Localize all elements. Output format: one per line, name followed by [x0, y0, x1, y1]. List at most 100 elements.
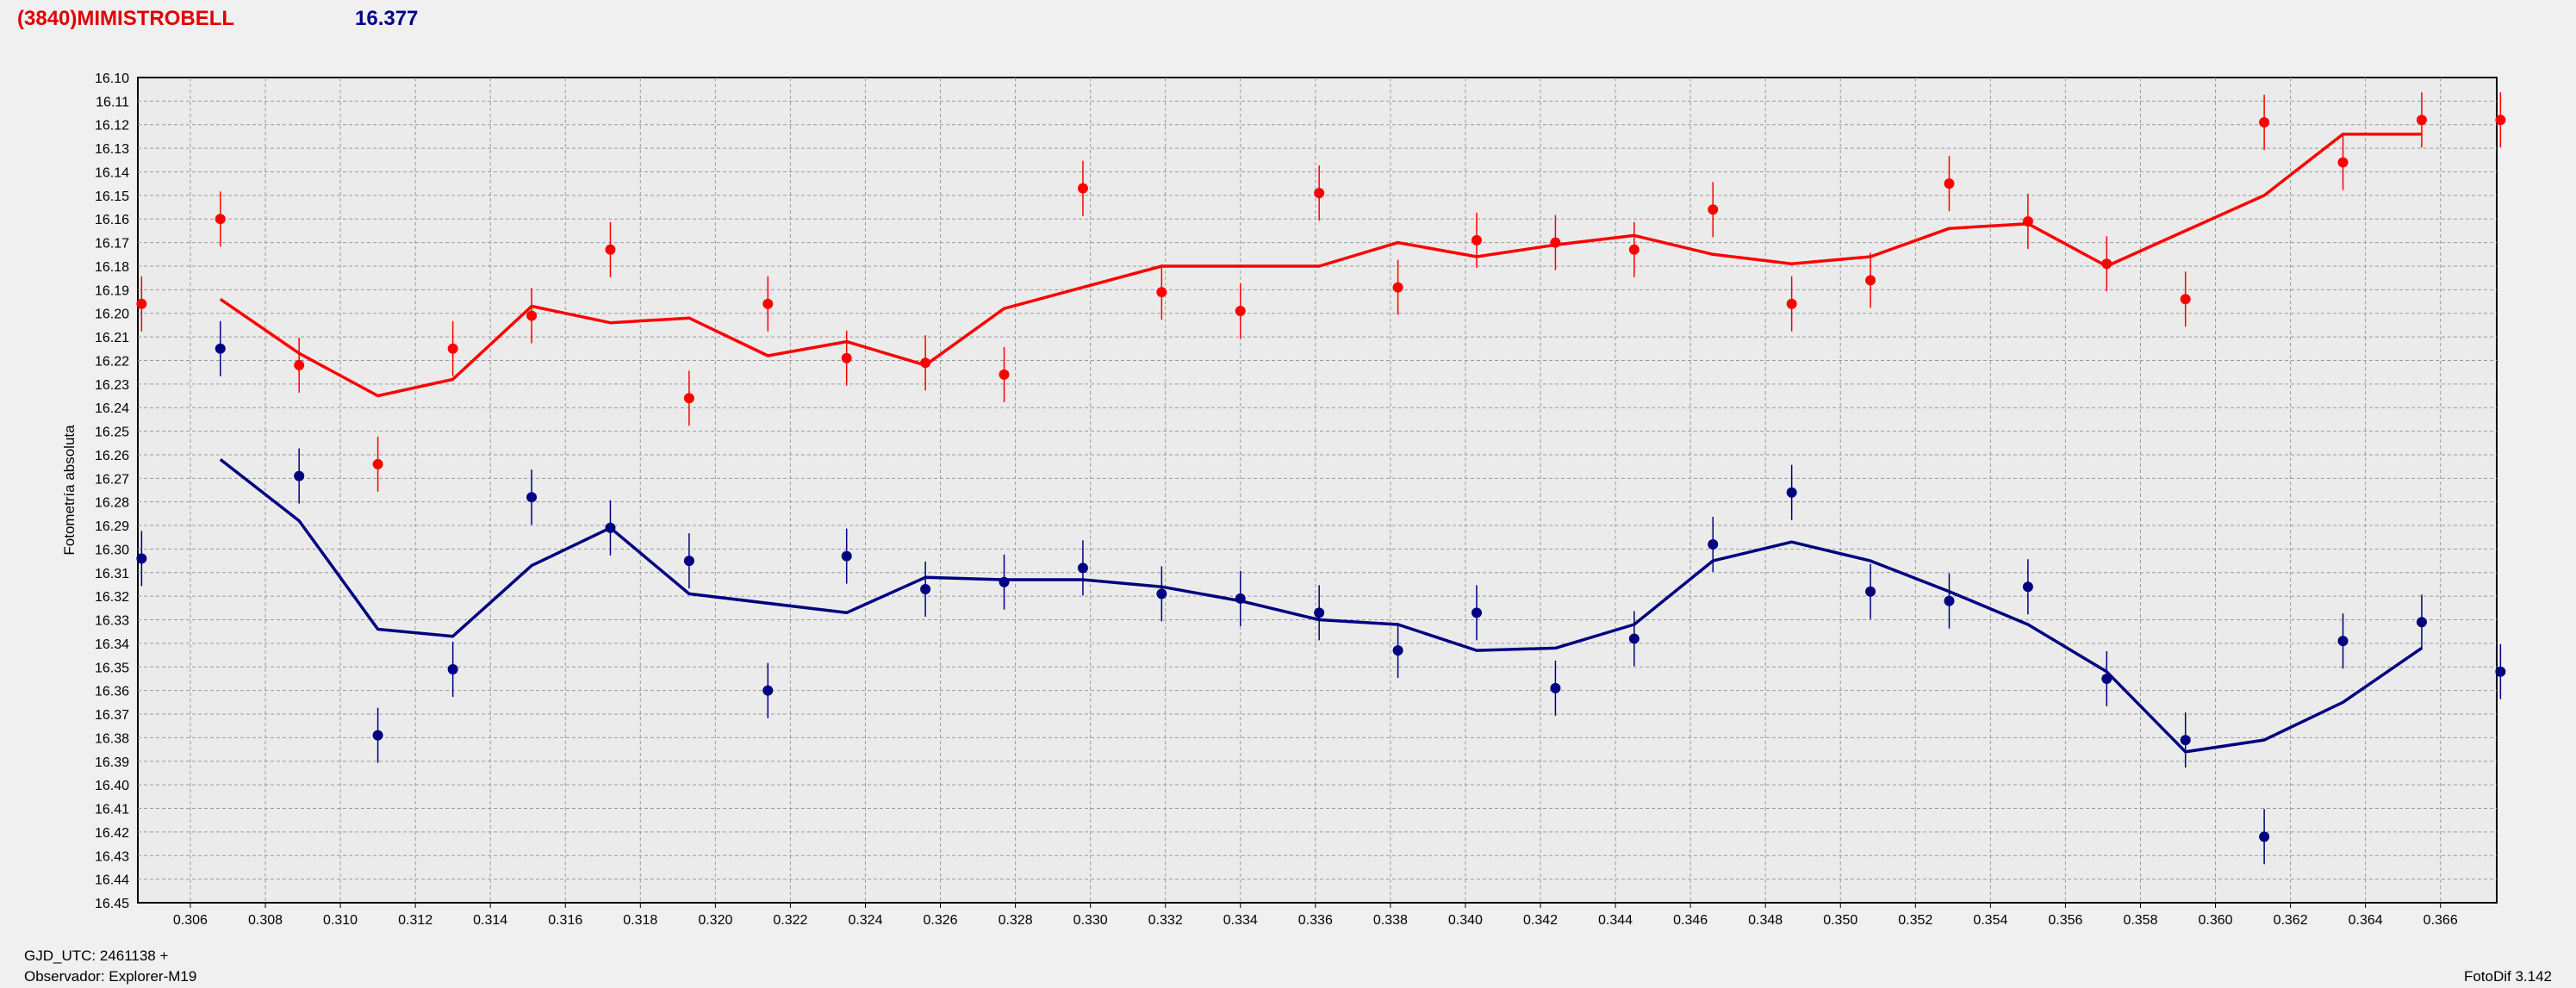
x-tick-label: 0.318 — [623, 913, 657, 928]
x-tick-label: 0.326 — [924, 913, 958, 928]
series-2-point — [526, 492, 538, 503]
y-tick-label: 16.26 — [95, 449, 129, 463]
series-2-point — [1392, 645, 1403, 656]
version-label: FotoDif 3.142 — [2463, 968, 2552, 985]
y-tick-label: 16.38 — [95, 731, 129, 746]
x-tick-label: 0.342 — [1523, 913, 1558, 928]
x-tick-label: 0.354 — [1973, 913, 2007, 928]
x-tick-label: 0.334 — [1223, 913, 1258, 928]
series-2-point — [1865, 586, 1876, 597]
y-axis-ticks: 16.10 16.11 16.12 16.13 16.14 16.15 16.16 16.17… — [95, 71, 129, 911]
series-group — [136, 92, 2506, 865]
x-tick-label: 0.332 — [1148, 913, 1183, 928]
x-tick-label: 0.360 — [2199, 913, 2233, 928]
x-tick-label: 0.344 — [1598, 913, 1633, 928]
x-tick-label: 0.306 — [173, 913, 208, 928]
y-tick-label: 16.41 — [95, 803, 129, 817]
x-tick-label: 0.314 — [473, 913, 507, 928]
series-1-point — [2495, 115, 2506, 126]
series-2-point — [2180, 735, 2191, 746]
series-2-point — [1550, 682, 1561, 693]
series-2-point — [605, 522, 616, 533]
y-tick-label: 16.42 — [95, 826, 129, 841]
series-1-point — [1392, 282, 1403, 293]
y-tick-label: 16.24 — [95, 401, 129, 416]
series-1-point — [1944, 178, 1955, 190]
y-tick-label: 16.31 — [95, 567, 129, 581]
y-tick-label: 16.28 — [95, 496, 129, 511]
series-2-line — [219, 458, 2423, 754]
y-tick-label: 16.33 — [95, 614, 129, 629]
x-tick-label: 0.358 — [2123, 913, 2157, 928]
x-tick-label: 0.366 — [2424, 913, 2458, 928]
y-tick-label: 16.13 — [95, 142, 129, 157]
y-tick-label: 16.21 — [95, 331, 129, 345]
series-1-point — [1077, 183, 1088, 194]
series-2-point — [1944, 595, 1955, 606]
observer-label: Observador: Explorer-M19 — [24, 968, 197, 985]
y-tick-label: 16.32 — [95, 590, 129, 605]
y-tick-label: 16.43 — [95, 849, 129, 864]
series-1-point — [2337, 157, 2349, 168]
x-tick-label: 0.310 — [323, 913, 358, 928]
y-tick-label: 16.12 — [95, 119, 129, 134]
series-2-point — [2416, 617, 2427, 628]
series-1-point — [1472, 234, 1482, 245]
series-1-point — [683, 393, 694, 404]
x-tick-label: 0.316 — [548, 913, 582, 928]
y-tick-label: 16.45 — [95, 897, 129, 911]
series-2-point — [2495, 666, 2506, 677]
x-tick-label: 0.362 — [2274, 913, 2308, 928]
series-2-point — [1472, 607, 1482, 618]
series-1-point — [841, 352, 852, 364]
series-1-line — [219, 132, 2422, 398]
series-1-point — [2259, 117, 2270, 128]
y-tick-label: 16.34 — [95, 637, 129, 652]
series-1-point — [447, 343, 458, 354]
y-axis-label: Fotometría absoluta — [61, 425, 78, 556]
series-2-point — [920, 583, 931, 594]
series-2-point — [1314, 607, 1325, 618]
y-tick-label: 16.35 — [95, 661, 129, 675]
series-1-point — [2180, 294, 2191, 305]
series-2-point — [1156, 588, 1167, 600]
series-2-point — [2337, 636, 2349, 647]
series-2-point — [215, 343, 226, 354]
y-tick-label: 16.16 — [95, 213, 129, 227]
magnitude-value: 16.377 — [355, 7, 419, 30]
series-1-point — [2101, 258, 2112, 270]
x-tick-label: 0.322 — [773, 913, 807, 928]
y-tick-label: 16.44 — [95, 873, 129, 888]
series-2-point — [1628, 633, 1640, 644]
y-tick-label: 16.29 — [95, 519, 129, 534]
y-tick-label: 16.36 — [95, 685, 129, 699]
y-tick-label: 16.15 — [95, 190, 129, 204]
x-tick-label: 0.340 — [1448, 913, 1483, 928]
y-tick-label: 16.30 — [95, 543, 129, 557]
series-2-point — [2101, 673, 2112, 684]
x-tick-label: 0.324 — [848, 913, 882, 928]
series-2-point — [372, 730, 383, 741]
series-1-point — [1708, 204, 1719, 215]
y-tick-label: 16.39 — [95, 755, 129, 770]
series-1-point — [1865, 275, 1876, 286]
series-1-point — [136, 298, 147, 309]
series-1-point — [920, 357, 931, 369]
y-tick-label: 16.20 — [95, 308, 129, 322]
series-2-point — [1235, 593, 1246, 604]
series-1-point — [2022, 215, 2033, 227]
x-tick-label: 0.356 — [2048, 913, 2082, 928]
y-tick-label: 16.14 — [95, 165, 129, 180]
series-1-point — [1235, 305, 1246, 316]
x-tick-label: 0.364 — [2349, 913, 2383, 928]
plot-area — [137, 77, 2498, 904]
series-1-point — [1314, 188, 1325, 199]
y-tick-label: 16.22 — [95, 354, 129, 369]
series-2-point — [1708, 538, 1719, 550]
series-1-point — [1628, 244, 1640, 255]
series-1-point — [1156, 287, 1167, 298]
y-tick-label: 16.19 — [95, 283, 129, 298]
x-tick-label: 0.320 — [698, 913, 732, 928]
y-tick-label: 16.11 — [96, 95, 129, 109]
